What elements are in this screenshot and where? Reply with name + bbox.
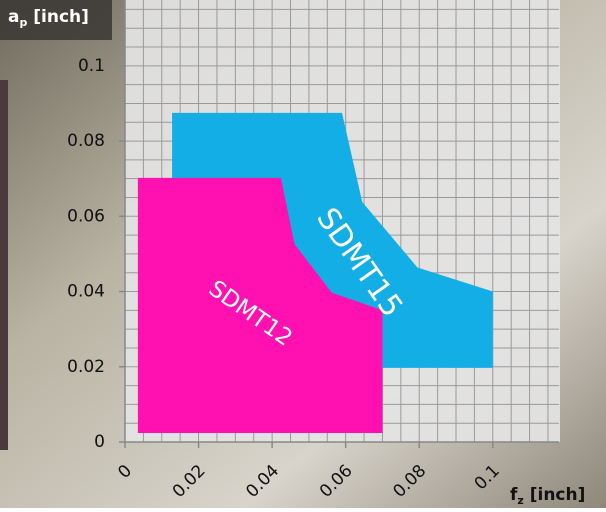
area [172, 112, 493, 368]
x-title-base: f [510, 485, 518, 505]
x-title-sub: z [517, 494, 523, 507]
y-title-rest: [inch] [27, 7, 89, 27]
side-panel [0, 80, 8, 450]
y-tick-label: 0.06 [67, 206, 105, 226]
y-title-base: a [8, 7, 19, 27]
y-tick-label: 0.04 [67, 282, 105, 302]
y-title-sub: p [19, 16, 27, 29]
y-tick-label: 0.08 [67, 131, 105, 151]
x-axis-title: fz [inch] [510, 485, 585, 507]
area [137, 177, 383, 433]
y-tick-label: 0 [94, 432, 105, 452]
x-title-rest: [inch] [524, 485, 586, 505]
y-tick-label: 0.1 [78, 56, 105, 76]
label-box [0, 0, 112, 40]
y-tick-label: 0.02 [67, 357, 105, 377]
y-axis-title: ap [inch] [8, 7, 89, 29]
